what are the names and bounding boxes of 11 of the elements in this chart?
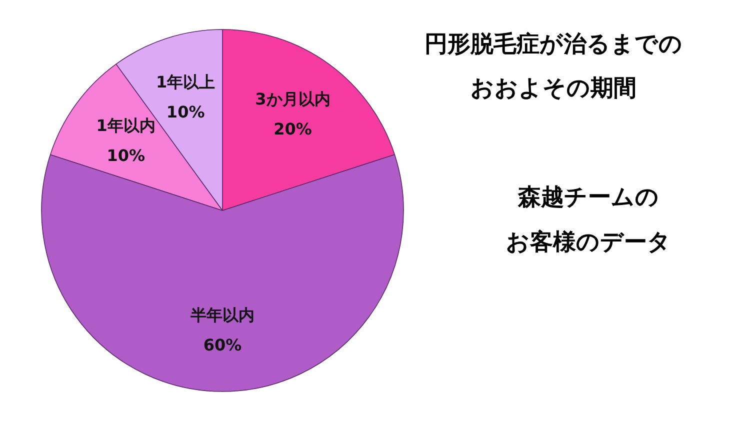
text: 森越チームの <box>517 184 659 210</box>
text: お客様のデータ <box>506 228 671 256</box>
slice-label: 1年以内 <box>96 116 156 135</box>
slice-label: 3か月以内 <box>255 89 330 108</box>
data-label: 20% <box>274 119 312 138</box>
slice-label: 1年以上 <box>156 72 216 92</box>
slice-label: 半年以内 <box>190 305 254 324</box>
text: 円形脱毛症が治るまでのおおよその期間 <box>424 32 682 102</box>
data-label: 10% <box>166 102 205 122</box>
data-label: 60% <box>203 335 242 354</box>
data-label: 10% <box>106 146 146 165</box>
